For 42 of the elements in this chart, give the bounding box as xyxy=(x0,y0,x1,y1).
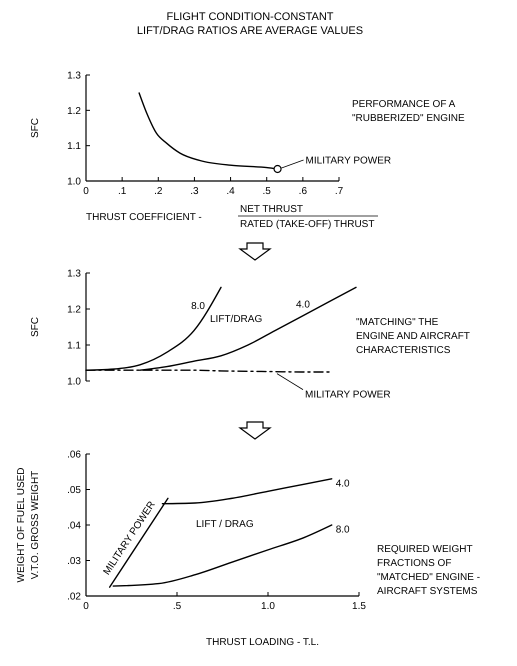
x-tick-label: 0 xyxy=(83,186,90,197)
x-axis-title: THRUST LOADING - T.L. xyxy=(206,637,319,648)
series-label: 8.0 xyxy=(336,524,350,536)
text: PERFORMANCE OF A "RUBBERIZED" ENGINE xyxy=(352,99,465,124)
x-tick-label: .5 xyxy=(262,186,272,197)
series-label: MILITARY POWER xyxy=(305,390,391,401)
x-tick-label: 0 xyxy=(83,601,90,612)
y-tick-label: .05 xyxy=(67,485,82,496)
annotation: LIFT / DRAG xyxy=(196,519,254,530)
y-axis-title: WEIGHT OF FUEL USED V.T.O. GROSS WEIGHT xyxy=(16,467,41,583)
x-tick-label: .2 xyxy=(154,186,163,197)
series-label: 4.0 xyxy=(336,478,350,490)
y-tick-label: 1.1 xyxy=(67,141,82,152)
x-tick-label: .5 xyxy=(172,601,182,612)
y-tick-label: 1.2 xyxy=(67,304,82,316)
x-tick-label: .7 xyxy=(334,186,344,197)
series-label: 8.0 xyxy=(191,300,206,312)
text: REQUIRED WEIGHT FRACTIONS OF "MATCHED" ENGINE - AIRCRAFT SYSTEMS xyxy=(377,544,480,597)
y-axis-title: SFC xyxy=(30,118,41,138)
x-tick-label: .1 xyxy=(118,186,127,197)
y-tick-label: .04 xyxy=(67,520,82,532)
annotation: "MATCHING" THE ENGINE AND AIRCRAFT CHARACTERISTICS xyxy=(356,317,470,356)
text: THRUST COEFFICIENT - NET THRUST RATED (TAKE-OFF) THRUST xyxy=(86,204,374,230)
chart-title: FLIGHT CONDITION-CONSTANT LIFT/DRAG RATIOS ARE AVERAGE VALUES xyxy=(136,11,364,37)
x-tick-label: 1.5 xyxy=(352,601,366,612)
x-tick-label: .4 xyxy=(226,186,236,197)
y-tick-label: 1.3 xyxy=(67,70,82,82)
y-tick-label: .06 xyxy=(67,450,82,460)
y-axis-title: SFC xyxy=(30,317,41,337)
x-tick-label: .6 xyxy=(298,186,308,197)
y-tick-label: 1.1 xyxy=(67,340,82,352)
y-tick-label: .03 xyxy=(67,556,82,567)
y-tick-label: 1.3 xyxy=(67,268,82,280)
y-tick-label: .02 xyxy=(67,592,82,602)
annotation: LIFT/DRAG xyxy=(210,314,262,325)
y-tick-label: 1.0 xyxy=(67,376,82,388)
annotation: MILITARY POWER xyxy=(306,155,392,166)
x-tick-label: 1.0 xyxy=(261,601,276,612)
y-tick-label: 1.2 xyxy=(67,106,82,117)
series-label: 4.0 xyxy=(296,300,310,311)
x-tick-label: .3 xyxy=(190,186,200,197)
y-tick-label: 1.0 xyxy=(67,176,82,188)
